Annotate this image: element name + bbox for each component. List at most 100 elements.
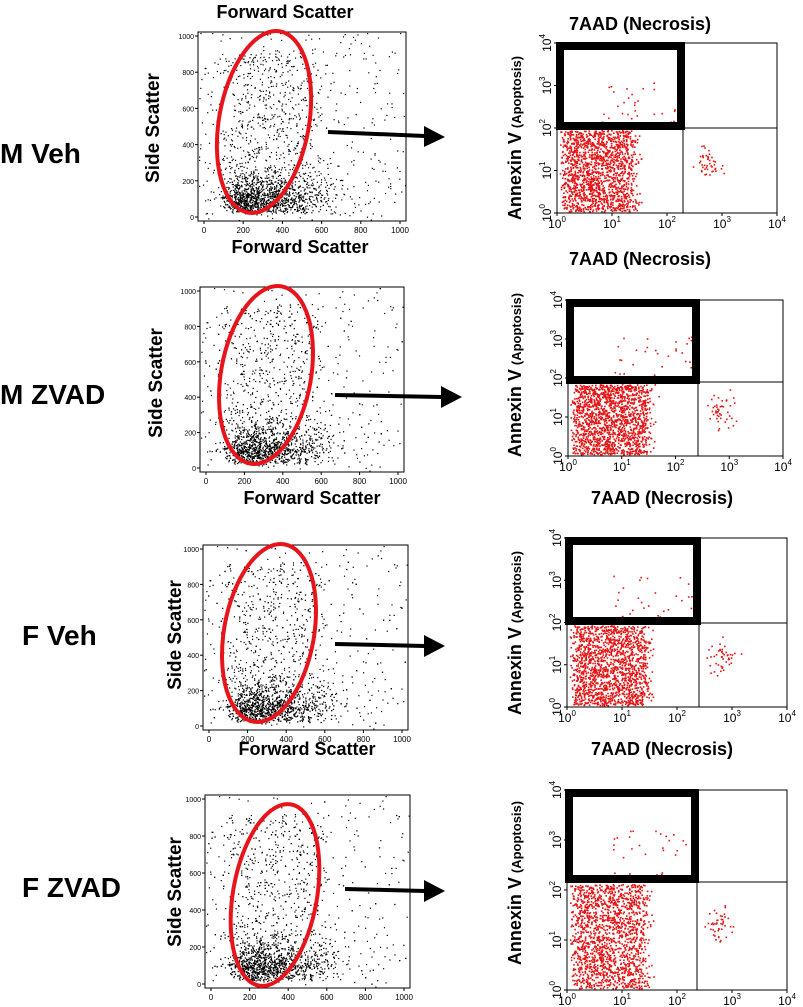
event-dot	[270, 166, 272, 169]
event-dot	[562, 138, 565, 141]
event-dot	[236, 452, 238, 454]
event-dot	[588, 178, 590, 180]
event-dot	[571, 163, 573, 165]
event-dot	[263, 438, 265, 440]
event-dot	[274, 204, 276, 206]
event-dot	[634, 163, 637, 165]
event-dot	[570, 132, 572, 135]
event-dot	[286, 62, 288, 65]
event-dot	[282, 425, 284, 427]
event-dot	[335, 356, 337, 359]
event-dot	[617, 206, 619, 208]
event-dot	[594, 162, 596, 164]
event-dot	[608, 194, 611, 197]
event-dot	[252, 193, 254, 195]
event-dot	[281, 118, 283, 120]
event-dot	[282, 205, 284, 207]
event-dot	[623, 142, 626, 145]
event-dot	[627, 157, 630, 160]
event-dot	[321, 443, 323, 446]
event-dot	[236, 198, 238, 200]
event-dot	[293, 202, 295, 204]
event-dot	[269, 420, 271, 422]
event-dot	[239, 194, 241, 196]
event-dot	[571, 142, 574, 145]
event-dot	[637, 161, 640, 163]
event-dot	[242, 111, 244, 113]
event-dot	[635, 175, 637, 178]
event-dot	[249, 68, 252, 70]
event-dot	[230, 168, 232, 170]
event-dot	[278, 203, 280, 205]
event-dot	[271, 188, 273, 190]
event-dot	[246, 180, 249, 183]
event-dot	[596, 143, 599, 145]
event-dot	[330, 89, 332, 91]
event-dot	[576, 186, 579, 189]
event-dot	[593, 134, 596, 136]
event-dot	[587, 180, 589, 183]
event-dot	[601, 210, 603, 213]
event-dot	[597, 143, 599, 145]
event-dot	[299, 186, 301, 188]
event-dot	[700, 169, 703, 172]
event-dot	[252, 200, 254, 202]
event-dot	[310, 195, 312, 197]
event-dot	[245, 433, 248, 435]
event-dot	[256, 182, 258, 184]
event-dot	[288, 201, 290, 203]
event-dot	[287, 62, 289, 64]
event-dot	[276, 138, 278, 141]
event-dot	[374, 92, 377, 94]
event-dot	[581, 204, 583, 206]
event-dot	[244, 205, 246, 207]
event-dot	[596, 177, 598, 180]
event-dot	[275, 171, 277, 173]
event-dot	[223, 200, 225, 202]
event-dot	[235, 431, 237, 433]
event-dot	[565, 154, 568, 157]
event-dot	[279, 208, 282, 210]
event-dot	[578, 154, 580, 156]
event-dot	[594, 203, 596, 206]
event-dot	[291, 443, 293, 445]
event-dot	[603, 175, 606, 177]
event-dot	[673, 110, 676, 113]
event-dot	[310, 201, 313, 203]
event-dot	[259, 78, 261, 80]
event-dot	[291, 107, 294, 109]
event-dot	[602, 137, 605, 140]
event-dot	[282, 423, 284, 425]
event-dot	[582, 167, 585, 170]
event-dot	[249, 456, 251, 458]
event-dot	[575, 162, 577, 165]
event-dot	[591, 149, 593, 151]
event-dot	[255, 201, 257, 203]
event-dot	[205, 337, 207, 339]
event-dot	[290, 450, 292, 452]
event-dot	[237, 204, 239, 206]
event-dot	[239, 201, 241, 203]
event-dot	[226, 198, 228, 200]
event-dot	[239, 192, 241, 194]
arrow-icon	[334, 386, 462, 408]
event-dot	[270, 80, 272, 82]
event-dot	[226, 200, 228, 202]
event-dot	[616, 193, 619, 195]
event-dot	[227, 71, 229, 73]
event-dot	[627, 135, 629, 138]
event-dot	[282, 459, 284, 461]
event-dot	[282, 84, 284, 87]
event-dot	[706, 165, 708, 167]
event-dot	[241, 123, 243, 125]
event-dot	[572, 153, 574, 156]
event-dot	[342, 310, 344, 313]
event-dot	[247, 204, 249, 206]
event-dot	[231, 140, 234, 142]
event-dot	[263, 206, 265, 208]
event-dot	[711, 156, 713, 159]
event-dot	[582, 170, 585, 173]
event-dot	[629, 138, 632, 140]
event-dot	[272, 175, 274, 177]
